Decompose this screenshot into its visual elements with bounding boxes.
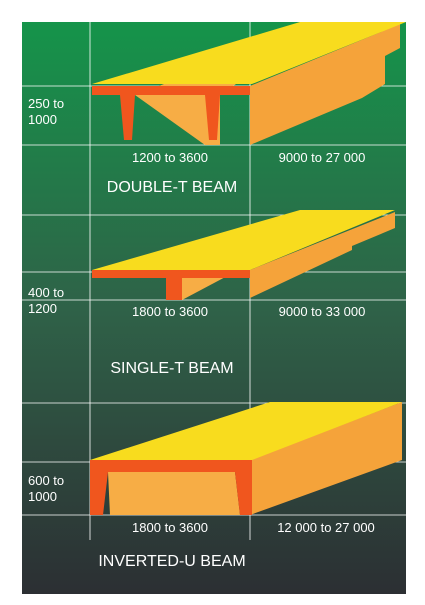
depth-label: 250 to [28,96,64,111]
beam-name: SINGLE-T BEAM [110,360,233,377]
beam-front [120,95,135,140]
width-label: 1200 to 3600 [132,150,208,165]
beam-top [90,402,402,460]
beam-top [92,22,406,84]
depth-label: 1200 [28,301,57,316]
depth-label: 400 to [28,285,64,300]
inverted-u-beam [90,402,402,515]
length-label: 9000 to 33 000 [279,304,366,319]
beam-front [92,270,250,300]
beam-inside [108,472,240,515]
length-label: 12 000 to 27 000 [277,520,375,535]
depth-label: 600 to [28,473,64,488]
beam-side [250,24,400,145]
beam-side [250,212,395,298]
double-t-beam [92,22,406,145]
beam-name: INVERTED-U BEAM [98,553,245,570]
beam-front [205,95,220,140]
beam-top [92,210,395,270]
single-t-beam [92,210,395,300]
beam-side [250,402,402,515]
width-label: 1800 to 3600 [132,520,208,535]
beam-front [90,460,252,515]
width-label: 1800 to 3600 [132,304,208,319]
beam-name: DOUBLE-T BEAM [107,179,237,196]
depth-label: 1000 [28,112,57,127]
beam-front [92,86,250,95]
length-label: 9000 to 27 000 [279,150,366,165]
depth-label: 1000 [28,489,57,504]
